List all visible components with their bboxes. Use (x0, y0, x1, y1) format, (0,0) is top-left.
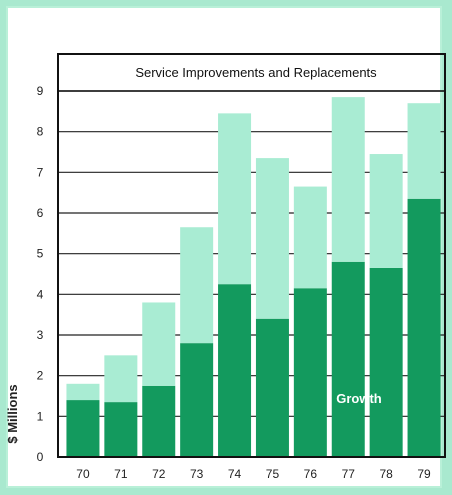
y-tick-label: 1 (37, 409, 44, 423)
bar-growth (218, 284, 252, 457)
y-tick-label: 7 (37, 165, 44, 179)
bar-growth (369, 267, 403, 457)
plot-area-border (57, 53, 446, 458)
bar-service-improvements (180, 227, 214, 344)
x-tick-label: 75 (266, 467, 280, 481)
bar-service-improvements (255, 158, 289, 319)
y-tick-label: 5 (37, 247, 44, 261)
x-tick-label: 74 (228, 467, 242, 481)
bar-service-improvements (293, 186, 327, 289)
bar-growth (104, 402, 138, 457)
bar-service-improvements (104, 355, 138, 403)
bar-growth (255, 318, 289, 457)
y-tick-label: 4 (37, 287, 44, 301)
bar-service-improvements (407, 103, 441, 199)
y-tick-label: 8 (37, 125, 44, 139)
y-tick-label: 0 (37, 450, 44, 464)
chart-title: Service Improvements and Replacements (135, 65, 377, 80)
x-tick-label: 73 (190, 467, 204, 481)
y-axis-label: $ Millions (5, 384, 20, 443)
bar-service-improvements (66, 383, 100, 401)
y-tick-label: 2 (37, 369, 44, 383)
x-tick-label: 77 (342, 467, 356, 481)
growth-annotation: Growth (336, 391, 382, 406)
bar-growth (293, 288, 327, 457)
y-tick-label: 3 (37, 328, 44, 342)
y-tick-label: 9 (37, 84, 44, 98)
x-tick-label: 78 (379, 467, 393, 481)
bar-service-improvements (218, 113, 252, 285)
bar-growth (331, 261, 365, 457)
bar-service-improvements (142, 302, 176, 386)
x-tick-label: 70 (76, 467, 90, 481)
bar-growth (66, 400, 100, 457)
bar-growth (142, 385, 176, 457)
bar-growth (407, 198, 441, 457)
x-tick-label: 71 (114, 467, 128, 481)
bar-growth (180, 343, 214, 457)
x-tick-label: 79 (417, 467, 431, 481)
x-tick-label: 72 (152, 467, 166, 481)
y-tick-label: 6 (37, 206, 44, 220)
bar-service-improvements (331, 97, 365, 262)
x-tick-label: 76 (304, 467, 318, 481)
bar-service-improvements (369, 154, 403, 268)
